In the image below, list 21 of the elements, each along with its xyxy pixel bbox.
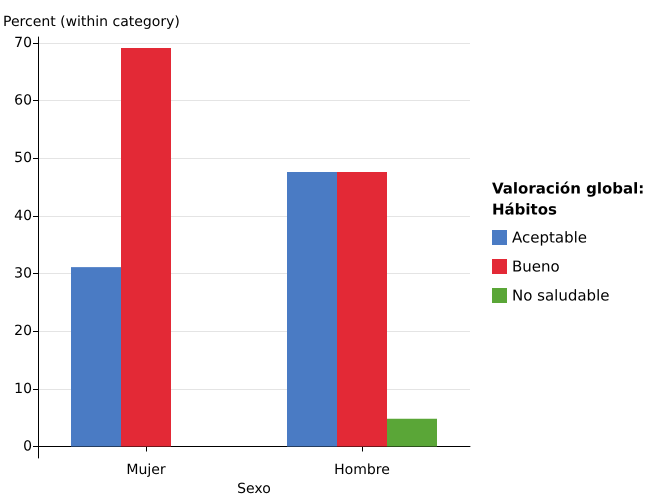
bar: [387, 418, 437, 446]
bar: [121, 48, 171, 446]
x-axis-title: Sexo: [237, 481, 271, 497]
legend-label: Aceptable: [512, 228, 587, 246]
y-tick-label: 20: [14, 323, 32, 340]
legend-label: Bueno: [512, 258, 560, 276]
y-tick-label: 0: [23, 438, 32, 454]
y-tick-label: 60: [14, 92, 32, 108]
y-tick-label: 50: [14, 150, 32, 166]
y-tick-label: 30: [14, 265, 32, 282]
y-tick-label: 70: [14, 34, 32, 51]
bar: [337, 172, 387, 446]
y-axis-title: Percent (within category): [3, 14, 180, 30]
bar: [71, 267, 121, 446]
legend-title: Valoración global: Hábitos: [492, 180, 644, 218]
legend-label: No saludable: [512, 286, 610, 304]
y-tick-label: 40: [14, 208, 32, 224]
x-tick-label: Hombre: [334, 462, 390, 478]
bar: [287, 172, 337, 446]
y-tick-label: 10: [14, 380, 32, 397]
x-tick-label: Mujer: [126, 462, 166, 478]
